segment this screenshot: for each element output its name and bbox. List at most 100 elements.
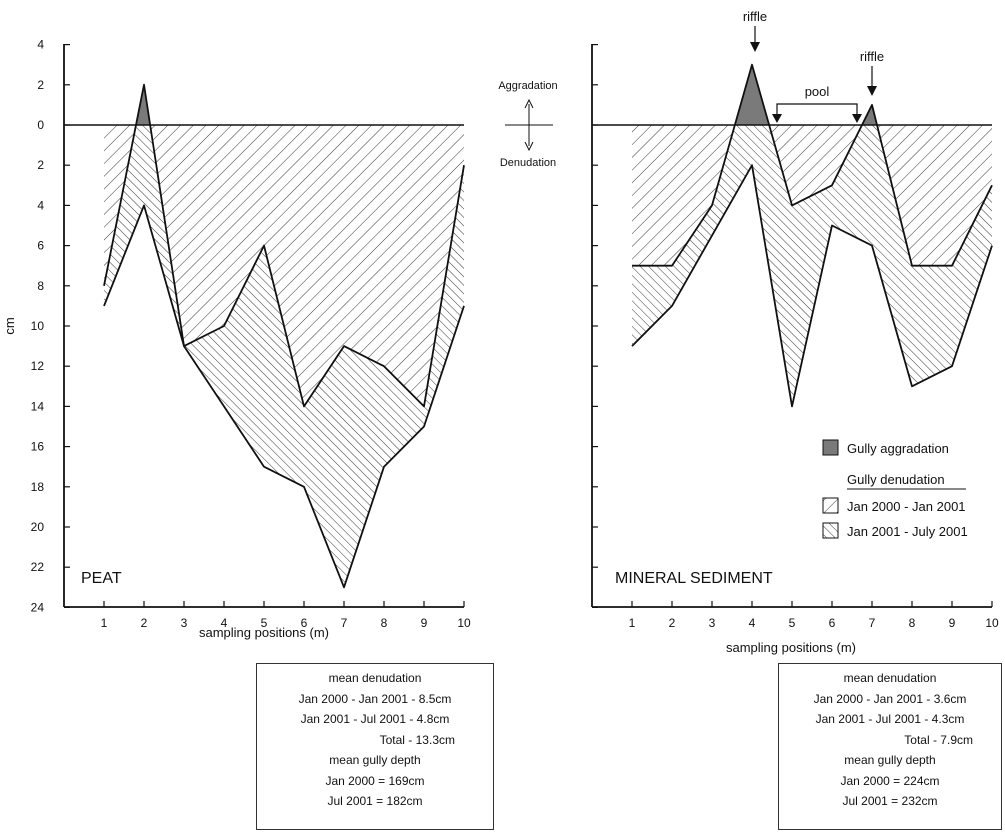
peat-axes [63, 43, 465, 609]
pool-label: pool [805, 84, 830, 99]
mineral-x-tick-label: 2 [669, 616, 676, 630]
mineral-x-tick-labels: 1 2 3 4 5 6 7 8 9 10 [629, 616, 999, 630]
y-tick-label: 12 [31, 359, 45, 373]
mineral-stats-total: Total - 7.9cm [904, 732, 973, 747]
y-tick-label: 8 [37, 279, 44, 293]
legend-period2-label: Jan 2001 - July 2001 [847, 524, 968, 539]
direction-key: Aggradation Denudation [498, 80, 557, 169]
peat-x-tick-label: 5 [261, 616, 268, 630]
peat-denudation-2001-fill [104, 84, 464, 588]
peat-x-tick-labels: 1 2 3 4 5 6 7 8 9 10 [101, 616, 471, 630]
mineral-denudation-2000-fill [632, 125, 992, 266]
peat-denudation-2000-fill [104, 125, 464, 407]
peat-x-tick-label: 7 [341, 616, 348, 630]
mineral-stats-line1: Jan 2000 - Jan 2001 - 3.6cm [813, 691, 967, 706]
legend-period1-label: Jan 2000 - Jan 2001 [847, 499, 966, 514]
y-tick-label: 0 [37, 118, 44, 132]
legend: Gully aggradation Gully denudation Jan 2… [822, 439, 968, 539]
peat-depth-heading: mean gully depth [329, 753, 421, 767]
mineral-panel-label: MINERAL SEDIMENT [615, 570, 773, 587]
peat-panel-label: PEAT [81, 570, 122, 587]
peat-series-2001-line [103, 204, 465, 589]
riffle-label-2: riffle [860, 49, 884, 64]
peat-stats-box: mean denudation Jan 2000 - Jan 2001 - 8.… [256, 663, 494, 830]
mineral-x-tick-label: 7 [869, 616, 876, 630]
peat-x-tick-label: 6 [301, 616, 308, 630]
y-tick-label: 24 [31, 600, 45, 614]
mineral-x-tick-label: 9 [949, 616, 956, 630]
denudation-label: Denudation [500, 157, 556, 169]
y-tick-label: 2 [37, 158, 44, 172]
mineral-x-tick-label: 10 [985, 616, 999, 630]
mineral-x-tick-label: 8 [909, 616, 916, 630]
peat-denudation-2001-area [104, 84, 464, 588]
y-tick-label: 14 [31, 399, 45, 413]
riffle-label-1: riffle [743, 9, 767, 24]
riffle-arrowhead-2 [867, 86, 877, 96]
mineral-denudation-2001-area [632, 64, 992, 407]
y-tick-label: 16 [31, 440, 45, 454]
peat-x-tick-label: 9 [421, 616, 428, 630]
peat-stats-line2: Jan 2001 - Jul 2001 - 4.8cm [300, 712, 450, 726]
y-tick-label: 22 [31, 560, 45, 574]
legend-aggradation-label: Gully aggradation [847, 441, 949, 456]
peat-stats-heading: mean denudation [328, 671, 422, 685]
peat-stats-line1: Jan 2000 - Jan 2001 - 8.5cm [298, 691, 452, 706]
mineral-series-2000-line [632, 63, 993, 267]
mineral-profile-lines [631, 63, 993, 408]
y-tick-label: 4 [37, 198, 44, 212]
legend-period2-swatch [822, 522, 839, 539]
peat-series-2000-line [103, 83, 465, 408]
peat-profile-lines [103, 83, 465, 589]
mineral-x-tick-label: 4 [749, 616, 756, 630]
y-tick-label: 10 [31, 319, 45, 333]
mineral-stats-heading: mean denudation [843, 671, 937, 685]
mineral-x-tick-label: 3 [709, 616, 716, 630]
down-arrow-icon [524, 141, 534, 152]
peat-x-tick-label: 10 [457, 616, 471, 630]
y-tick-label: 2 [37, 78, 44, 92]
peat-depth-2000: Jan 2000 = 169cm [325, 773, 425, 788]
mineral-x-tick-label: 5 [789, 616, 796, 630]
mineral-stats-line2: Jan 2001 - Jul 2001 - 4.3cm [815, 712, 965, 726]
legend-denudation-title: Gully denudation [847, 472, 945, 487]
mineral-stats-box: mean denudation Jan 2000 - Jan 2001 - 3.… [778, 663, 1002, 830]
mineral-panel: 1 2 3 4 5 6 7 8 9 10 sampling positions (m) MINER… [591, 9, 999, 655]
mineral-depth-2001: Jul 2001 = 232cm [842, 794, 938, 808]
mineral-series-2001-line [631, 164, 993, 408]
peat-denudation-2000-area [104, 125, 464, 407]
y-axis-label: cm [2, 317, 17, 334]
mineral-denudation-2001-fill [632, 64, 992, 407]
peat-x-tick-label: 3 [181, 616, 188, 630]
peat-x-tick-label: 4 [221, 616, 228, 630]
mineral-x-tick-label: 1 [629, 616, 636, 630]
peat-x-tick-label: 1 [101, 616, 108, 630]
y-tick-label: 18 [31, 480, 45, 494]
up-arrow-icon [524, 98, 534, 109]
peat-x-axis-label: sampling positions (m) [199, 625, 329, 640]
mineral-depth-heading: mean gully depth [844, 753, 936, 767]
legend-period1-swatch [822, 497, 839, 514]
mineral-x-axis-label: sampling positions (m) [726, 640, 856, 655]
peat-depth-2001: Jul 2001 = 182cm [327, 794, 423, 808]
y-tick-label: 20 [31, 520, 45, 534]
pool-bracket [776, 103, 858, 120]
peat-aggradation-area [104, 84, 464, 125]
mineral-axes [591, 43, 993, 609]
riffle-arrowhead-1 [750, 42, 760, 52]
pool-arrowhead-left [772, 114, 782, 123]
peat-stats-total: Total - 13.3cm [379, 732, 455, 747]
peat-x-tick-label: 8 [381, 616, 388, 630]
peat-x-tick-label: 2 [141, 616, 148, 630]
peat-aggradation-above-zero [104, 84, 464, 125]
mineral-depth-2000: Jan 2000 = 224cm [840, 773, 940, 788]
mineral-x-tick-label: 6 [829, 616, 836, 630]
aggradation-label: Aggradation [498, 80, 557, 92]
y-tick-label: 6 [37, 239, 44, 253]
legend-aggradation-swatch [822, 439, 839, 456]
y-tick-label: 4 [37, 38, 44, 52]
pool-arrowhead-right [852, 114, 862, 123]
